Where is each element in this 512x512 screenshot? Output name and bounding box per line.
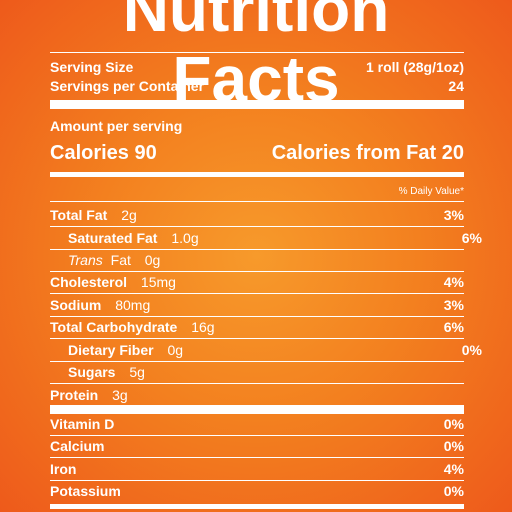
divider [50,435,464,436]
nutrient-dv: 0% [461,342,482,358]
nutrient-row-cholesterol: Cholesterol 15mg 4% [50,273,464,291]
divider [50,480,464,481]
nutrient-amount: 2g [121,207,137,223]
nutrient-row-dietary-fiber: Dietary Fiber 0g 0% [50,341,482,359]
nutrient-row-protein: Protein 3g [50,386,464,404]
vitamin-dv: 0% [443,416,464,432]
divider [50,338,464,339]
nutrient-name: Protein [50,387,99,403]
nutrient-name: Sugars [68,364,116,380]
bottom-divider [50,504,464,509]
thick-divider [50,100,464,109]
nutrient-amount: 5g [129,364,145,380]
thick-divider [50,405,464,414]
nutrient-amount: 15mg [140,274,176,290]
nutrient-name: Total Carbohydrate [50,319,178,335]
amount-per-serving: Amount per serving [50,118,183,134]
nutrient-dv: 4% [443,274,464,290]
servings-per-container-value: 24 [448,78,464,94]
serving-size-row: Serving Size 1 roll (28g/1oz) [50,58,464,76]
vitamin-row-vitamin-d: Vitamin D 0% [50,415,464,433]
vitamin-dv: 4% [443,461,464,477]
divider [50,249,464,250]
calories-row: Calories 90 Calories from Fat 20 [50,141,464,165]
vitamin-name: Calcium [50,438,105,454]
divider [50,226,464,227]
divider [50,293,464,294]
divider [50,316,464,317]
divider [50,457,464,458]
nutrient-name-italic: Trans [68,252,103,268]
nutrient-row-saturated-fat: Saturated Fat 1.0g 6% [50,229,482,247]
nutrient-row-sodium: Sodium 80mg 3% [50,296,464,314]
nutrient-name: Saturated Fat [68,230,158,246]
nutrient-dv: 3% [443,207,464,223]
nutrient-name: Sodium [50,297,102,313]
nutrient-row-total-carbohydrate: Total Carbohydrate 16g 6% [50,318,464,336]
nutrient-row-sugars: Sugars 5g [50,363,482,381]
servings-per-container-row: Servings per Container 24 [50,77,464,95]
calories-from-fat: Calories from Fat 20 [271,142,464,164]
daily-value-header: % Daily Value* [398,186,464,197]
nutrition-facts-panel: Nutrition Facts Serving Size 1 roll (28g… [36,0,482,512]
servings-per-container-label: Servings per Container [50,78,205,94]
divider [50,383,464,384]
nutrient-name: Dietary Fiber [68,342,154,358]
vitamin-dv: 0% [443,483,464,499]
divider [50,201,464,202]
nutrient-dv: 6% [443,319,464,335]
nutrient-name: Total Fat [50,207,108,223]
nutrition-title: Nutrition Facts [122,0,390,115]
nutrient-dv: 3% [443,297,464,313]
nutrient-row-trans-fat: Trans Fat 0g [50,251,482,269]
nutrient-amount: 0g [167,342,184,358]
vitamin-row-iron: Iron 4% [50,460,464,478]
nutrient-amount: 16g [191,319,215,335]
nutrient-amount: 3g [112,387,128,403]
serving-size-label: Serving Size [50,59,134,75]
calories-label: Calories 90 [50,142,157,164]
vitamin-name: Iron [50,461,77,477]
nutrient-amount: 1.0g [171,230,199,246]
nutrient-name: Cholesterol [50,274,128,290]
nutrient-amount: 80mg [115,297,151,313]
vitamin-name: Potassium [50,483,121,499]
vitamin-row-potassium: Potassium 0% [50,482,464,500]
nutrient-amount: 0g [144,252,161,268]
vitamin-dv: 0% [443,438,464,454]
nutrient-dv: 6% [461,230,482,246]
nutrient-row-total-fat: Total Fat 2g 3% [50,206,464,224]
vitamin-name: Vitamin D [50,416,115,432]
nutrient-name: Fat [110,252,131,268]
medium-divider [50,172,464,177]
serving-size-value: 1 roll (28g/1oz) [365,59,464,75]
divider [50,52,464,53]
vitamin-row-calcium: Calcium 0% [50,437,464,455]
divider [50,361,464,362]
divider [50,271,464,272]
